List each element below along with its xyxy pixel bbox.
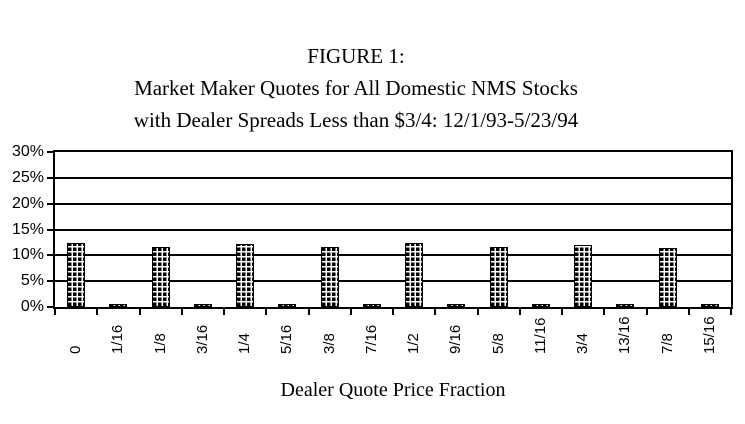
x-axis-tick [603, 309, 606, 315]
bar [193, 304, 212, 307]
x-axis-tick-label: 9/16 [447, 324, 465, 354]
bar [109, 304, 128, 307]
bar [616, 304, 635, 307]
y-axis-tick-label: 30% [11, 143, 44, 160]
x-axis-tick [561, 309, 563, 315]
bar [236, 244, 255, 307]
bar [362, 304, 381, 307]
x-axis-tick [138, 309, 141, 315]
x-axis-tick [54, 309, 56, 315]
bar [67, 243, 86, 307]
x-axis-tick-label: 5/8 [489, 333, 507, 354]
x-axis-tick-label: 1/16 [109, 324, 127, 354]
chart-title-line2: Market Maker Quotes for All Domestic NMS… [134, 76, 578, 100]
chart-title-line1: FIGURE 1: [307, 44, 405, 68]
y-axis-tick-label: 15% [11, 220, 44, 238]
x-axis-tick [645, 309, 648, 315]
y-axis-tick [47, 254, 55, 257]
x-axis-tick-label: 3/16 [193, 324, 211, 354]
gridline [55, 202, 731, 205]
y-axis-tick [47, 228, 55, 231]
x-axis-tick-label: 13/16 [616, 316, 634, 354]
x-axis-tick-label: 7/8 [658, 333, 676, 354]
gridline [55, 254, 731, 257]
x-axis-tick-label: 3/4 [574, 333, 592, 354]
x-axis-tick [180, 309, 183, 315]
y-axis-tick [47, 202, 55, 205]
bar [658, 248, 677, 307]
bar [574, 245, 593, 307]
bar [320, 247, 339, 307]
bar [278, 304, 297, 307]
x-axis-tick-label: 1/4 [236, 333, 254, 354]
y-axis-tick [47, 151, 55, 153]
y-axis-tick-label: 25% [11, 168, 44, 186]
y-axis-tick [47, 280, 55, 283]
x-axis-tick [96, 309, 99, 315]
chart-title-line3: with Dealer Spreads Less than $3/4: 12/1… [133, 108, 579, 132]
x-axis-tick-label: 5/16 [278, 324, 296, 354]
bar [489, 247, 508, 307]
y-axis-tick [47, 306, 55, 308]
bar [151, 247, 170, 307]
plot-area [53, 150, 733, 309]
x-axis-tick [349, 309, 352, 315]
x-axis-tick [307, 309, 310, 315]
x-axis-tick [476, 309, 479, 315]
x-axis-tick-label: 1/8 [151, 333, 169, 354]
y-axis-tick-label: 20% [11, 194, 44, 212]
x-axis-tick [223, 309, 225, 315]
bar [405, 243, 424, 307]
x-axis-tick [730, 309, 732, 315]
gridline [55, 228, 731, 231]
x-axis-tick [518, 309, 521, 315]
x-axis-tick-label: 15/16 [700, 316, 718, 354]
y-axis-tick [47, 176, 55, 179]
y-axis-tick-label: 10% [11, 246, 44, 264]
x-axis-tick-label: 1/2 [405, 333, 423, 354]
x-axis-tick [434, 309, 437, 315]
x-axis-tick [687, 309, 690, 315]
bar [700, 304, 719, 307]
x-axis-tick-label: 7/16 [362, 324, 380, 354]
y-axis-tick-label: 5% [20, 272, 44, 290]
x-axis-tick-label: 3/8 [320, 333, 338, 354]
chart-title: FIGURE 1: Market Maker Quotes for All Do… [0, 40, 712, 136]
x-axis-tick-label: 11/16 [531, 317, 549, 354]
x-axis-tick [265, 309, 268, 315]
x-axis-title: Dealer Quote Price Fraction [280, 379, 506, 401]
x-axis-tick-label: 0 [67, 345, 85, 354]
bar [447, 304, 466, 307]
y-axis-tick-label: 0% [20, 298, 44, 315]
x-axis-tick [392, 309, 394, 315]
bar [531, 304, 550, 307]
gridline [55, 176, 731, 179]
gridline [55, 280, 731, 283]
